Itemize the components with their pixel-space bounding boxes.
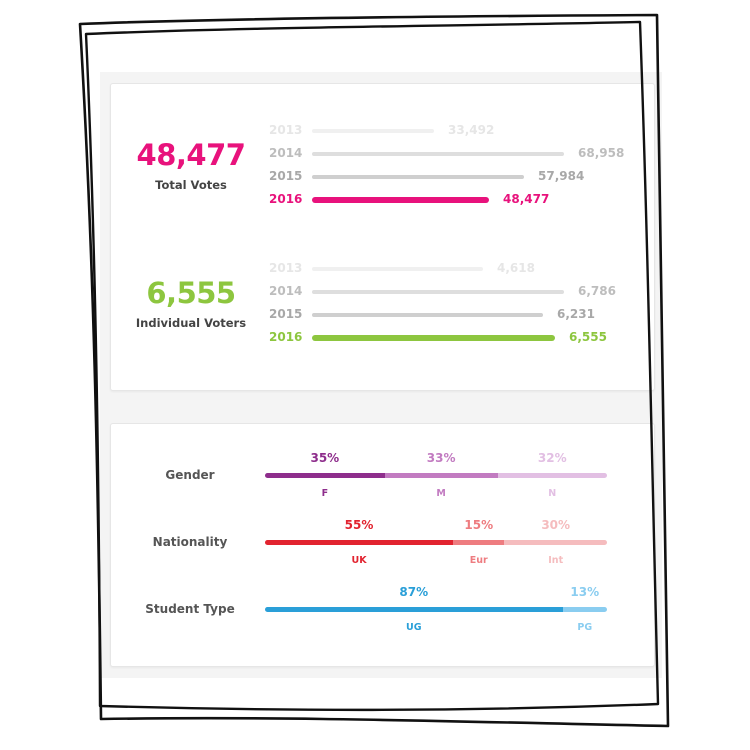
summary-label: Total Votes: [155, 178, 227, 192]
segment-category: UK: [351, 555, 367, 566]
row-label: Gender: [165, 468, 215, 482]
summary-label: Individual Voters: [135, 316, 247, 330]
year-label: 2016: [269, 330, 303, 344]
year-label: 2013: [269, 261, 303, 275]
segment-category: Int: [548, 555, 564, 566]
year-label: 2013: [269, 123, 303, 137]
year-value: 6,555: [569, 330, 607, 344]
segment-category: PG: [577, 622, 593, 633]
year-label: 2014: [269, 146, 303, 160]
bar-segment: [504, 540, 607, 545]
summary-value: 6,555: [146, 276, 236, 310]
segment-percent: 32%: [537, 451, 567, 465]
segment-category: N: [548, 488, 557, 499]
year-value: 48,477: [503, 192, 550, 206]
segment-percent: 30%: [541, 518, 571, 532]
year-value: 33,492: [448, 123, 495, 137]
year-value: 6,786: [578, 284, 616, 298]
year-label: 2015: [269, 307, 303, 321]
year-value: 57,984: [538, 169, 585, 183]
year-bar: [312, 290, 564, 294]
segment-percent: 13%: [570, 585, 600, 599]
year-value: 6,231: [557, 307, 595, 321]
bar-segment: [265, 607, 563, 612]
segment-percent: 55%: [344, 518, 374, 532]
bar-segment: [497, 473, 607, 478]
bar-segment: [562, 607, 607, 612]
row-label: Student Type: [145, 602, 235, 616]
segment-category: M: [436, 488, 446, 499]
year-label: 2014: [269, 284, 303, 298]
year-bar: [312, 267, 483, 271]
year-bar: [312, 313, 543, 317]
year-value: 68,958: [578, 146, 625, 160]
bar-segment: [384, 473, 498, 478]
segment-percent: 15%: [464, 518, 494, 532]
segment-percent: 87%: [399, 585, 429, 599]
year-label: 2015: [269, 169, 303, 183]
year-bar: [312, 335, 555, 341]
year-bar: [312, 175, 524, 179]
bar-segment: [453, 540, 505, 545]
segment-category: Eur: [469, 555, 488, 566]
bar-segment: [265, 473, 385, 478]
year-bar: [312, 152, 564, 156]
segment-percent: 35%: [310, 451, 340, 465]
segment-category: F: [321, 488, 329, 499]
row-label: Nationality: [152, 535, 228, 549]
year-bar: [312, 197, 489, 203]
year-label: 2016: [269, 192, 303, 206]
year-bar: [312, 129, 434, 133]
summary-value: 48,477: [136, 138, 246, 172]
year-value: 4,618: [497, 261, 535, 275]
segment-percent: 33%: [426, 451, 456, 465]
segment-category: UG: [406, 622, 422, 633]
bar-segment: [265, 540, 454, 545]
